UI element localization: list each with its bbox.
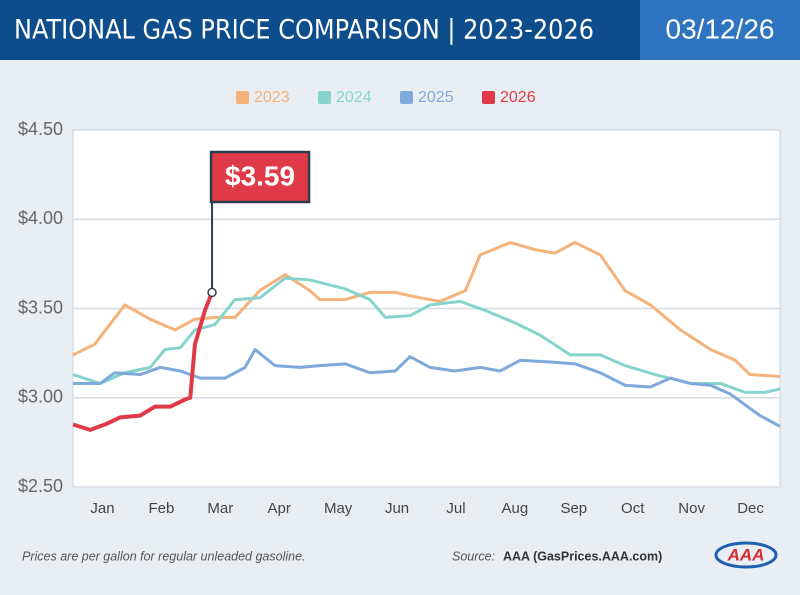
note: Prices are per gallon for regular unlead… bbox=[22, 549, 306, 563]
legend-label: 2024 bbox=[336, 89, 372, 106]
series-line bbox=[72, 240, 781, 378]
x-tick-label: Sep bbox=[560, 500, 587, 517]
x-tick-label: May bbox=[324, 500, 353, 517]
series-line bbox=[72, 291, 214, 432]
callout-point bbox=[207, 287, 217, 298]
source: AAA (GasPrices.AAA.com) bbox=[503, 549, 662, 563]
y-tick-label: $3.00 bbox=[18, 387, 63, 407]
x-tick-label: Nov bbox=[678, 500, 705, 517]
x-tick-label: Oct bbox=[621, 500, 645, 517]
date-box bbox=[640, 0, 800, 60]
legend-label: 2025 bbox=[418, 89, 454, 106]
x-tick-label: Dec bbox=[737, 500, 764, 517]
x-tick-label: Feb bbox=[148, 500, 174, 517]
date: 03/12/26 bbox=[666, 13, 775, 44]
x-tick-label: Jul bbox=[446, 500, 465, 517]
callout-flag bbox=[209, 150, 311, 204]
x-tick-label: Jun bbox=[385, 500, 409, 517]
logo: AAA bbox=[727, 545, 765, 564]
y-tick-label: $3.50 bbox=[18, 297, 63, 317]
x-tick-label: Aug bbox=[502, 500, 529, 517]
x-tick-label: Apr bbox=[268, 500, 291, 517]
source-label: Source: bbox=[452, 549, 495, 563]
y-tick-label: $2.50 bbox=[18, 476, 63, 496]
legend-label: 2023 bbox=[254, 89, 290, 106]
legend-swatch bbox=[236, 91, 249, 104]
y-tick-label: $4.00 bbox=[18, 208, 63, 228]
chart-title: NATIONAL GAS PRICE COMPARISON | 2023-202… bbox=[14, 15, 594, 46]
legend-swatch bbox=[482, 91, 495, 104]
callout-label: $3.59 bbox=[225, 160, 295, 191]
legend-swatch bbox=[318, 91, 331, 104]
logo-ring bbox=[714, 541, 778, 569]
y-tick-label: $4.50 bbox=[18, 119, 63, 139]
legend-label: 2026 bbox=[500, 89, 536, 106]
legend-swatch bbox=[400, 91, 413, 104]
series-line bbox=[73, 348, 781, 428]
header-bar bbox=[0, 0, 640, 60]
x-tick-label: Jan bbox=[90, 500, 114, 517]
x-tick-label: Mar bbox=[207, 500, 233, 517]
series-line bbox=[72, 276, 781, 394]
